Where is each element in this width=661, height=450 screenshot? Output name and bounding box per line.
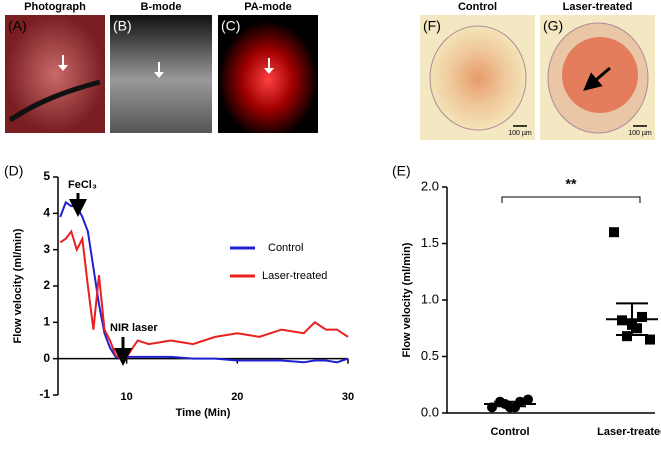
scale-label: 100 µm [508,130,532,137]
x-tick-label: Control [490,426,529,438]
panel-letter: (G) [543,18,563,34]
panel-letter: (D) [4,163,23,179]
dot [637,311,647,322]
dot [645,334,655,345]
y-tick-label: 5 [43,169,50,183]
arrow-g [583,66,611,91]
y-tick-label: 0.5 [421,348,439,363]
y-axis-label: Flow velocity (ml/min) [12,228,24,343]
y-tick-label: 0.0 [421,404,439,419]
y-tick-label: 0 [43,351,50,365]
panel-letter: (C) [221,18,240,34]
y-tick-label: -1 [39,387,50,401]
y-tick-label: 2 [43,278,50,292]
legend-label: Control [268,242,303,254]
dot [632,323,642,334]
series-line [59,229,349,360]
error-bar [616,302,648,337]
panel-title: Control [458,1,497,13]
dot [523,394,533,405]
legend-label: Laser-treated [262,270,327,282]
panel-title: PA-mode [244,1,291,13]
x-tick-label: 30 [342,391,354,403]
y-tick-label: 2.0 [421,178,439,193]
annotation: NIR laser [110,322,158,334]
panel-title: B-mode [141,1,182,13]
series-line [59,200,349,364]
y-tick-label: 1.5 [421,235,439,250]
x-tick-label: 20 [231,391,243,403]
panel-title: Photograph [24,1,86,13]
y-tick-label: 3 [43,242,50,256]
panel-letter: (E) [392,163,411,179]
dot [609,227,619,238]
x-tick-label: 10 [121,391,133,403]
annotation: ** [566,176,577,192]
y-tick-label: 1.0 [421,291,439,306]
panel-title: Laser-treated [563,1,633,13]
y-tick-label: 1 [43,315,50,329]
dot [617,315,627,326]
dot [622,331,632,342]
x-tick-label: Laser-treated [597,426,661,438]
scale-label: 100 µm [628,130,652,137]
vessel-f [429,25,527,131]
panel-letter: (B) [113,18,132,34]
error-bar [494,400,526,408]
panel-letter: (F) [423,18,441,34]
panel-letter: (A) [8,18,27,34]
significance-bracket [501,196,641,203]
y-axis-label: Flow velocity (ml/min) [401,242,413,357]
photo-c [218,15,318,133]
y-tick-label: 4 [43,206,50,220]
x-axis-label: Time (Min) [176,407,231,419]
photo-wire [8,79,101,123]
annotation: FeCl₃ [68,179,97,191]
